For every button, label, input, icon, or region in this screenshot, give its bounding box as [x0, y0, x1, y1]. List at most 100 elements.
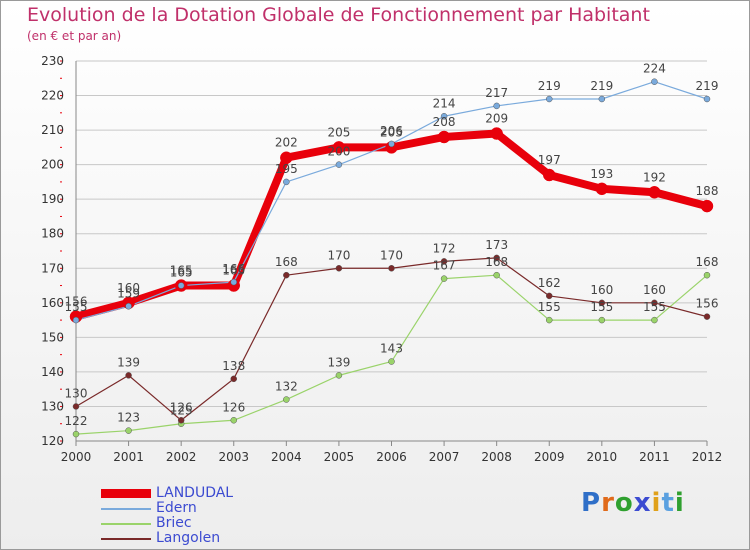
data-label-langolen: 156 — [696, 297, 719, 311]
x-tick-label: 2009 — [534, 450, 565, 464]
logo-letter: x — [633, 488, 652, 518]
proxiti-logo: Proxiti — [581, 488, 685, 518]
data-label-edern: 217 — [485, 86, 508, 100]
data-point-edern — [177, 282, 185, 289]
y-tick-label: 170 — [41, 261, 64, 275]
data-point-langolen — [440, 258, 448, 265]
data-label-landudal: 209 — [485, 112, 508, 126]
data-label-briec: 125 — [170, 404, 193, 418]
x-tick-label: 2010 — [587, 450, 618, 464]
data-point-briec — [230, 417, 237, 424]
data-point-briec — [651, 316, 658, 324]
data-label-briec: 122 — [65, 414, 88, 428]
data-point-edern — [72, 316, 80, 324]
data-label-edern: 200 — [327, 145, 350, 159]
data-point-landudal — [437, 130, 451, 144]
line-chart: 1201301401501601701801902002102202302000… — [41, 54, 723, 464]
data-label-langolen: 160 — [643, 283, 666, 297]
y-tick-label: 210 — [41, 123, 64, 137]
data-point-landudal — [280, 151, 293, 164]
y-tick-label: 160 — [41, 296, 64, 310]
data-label-langolen: 130 — [65, 386, 88, 400]
logo-letter: r — [601, 488, 615, 518]
data-label-langolen: 173 — [485, 238, 508, 252]
data-label-briec: 168 — [696, 255, 719, 269]
data-label-landudal: 188 — [696, 184, 719, 198]
data-point-briec — [335, 372, 343, 379]
data-point-edern — [546, 95, 553, 103]
x-tick-label: 2006 — [376, 450, 407, 464]
y-tick-label: 180 — [41, 227, 64, 241]
data-point-landudal — [595, 182, 609, 196]
data-label-landudal: 193 — [590, 167, 613, 181]
data-point-edern — [440, 113, 448, 120]
data-point-briec — [125, 427, 132, 434]
data-label-edern: 166 — [222, 262, 245, 276]
legend-swatch — [101, 489, 151, 498]
data-label-briec: 167 — [433, 259, 456, 273]
data-label-edern: 224 — [643, 62, 666, 76]
y-tick-label: 130 — [41, 399, 64, 413]
data-point-langolen — [177, 417, 185, 424]
data-point-langolen — [598, 299, 606, 307]
data-point-briec — [546, 316, 553, 324]
chart-title: Evolution de la Dotation Globale de Fonc… — [27, 4, 650, 26]
y-tick-label: 120 — [41, 434, 64, 448]
chart-subtitle: (en € et par an) — [27, 29, 122, 43]
data-label-landudal: 160 — [117, 281, 140, 295]
data-point-edern — [125, 303, 132, 310]
x-tick-label: 2000 — [61, 450, 92, 464]
data-label-edern: 219 — [696, 79, 719, 93]
data-point-briec — [283, 396, 290, 403]
data-point-edern — [335, 161, 343, 168]
data-point-edern — [598, 95, 606, 103]
data-label-briec: 155 — [643, 300, 666, 314]
data-label-edern: 206 — [380, 124, 403, 138]
logo-letter: t — [661, 488, 675, 518]
data-point-langolen — [651, 299, 658, 307]
data-point-landudal — [332, 141, 346, 154]
legend-swatch — [101, 507, 151, 510]
x-tick-label: 2012 — [692, 450, 723, 464]
data-point-langolen — [72, 403, 80, 410]
data-label-edern: 165 — [170, 266, 193, 280]
data-point-briec — [440, 275, 448, 282]
y-tick-label: 190 — [41, 192, 64, 206]
data-label-landudal: 202 — [275, 136, 298, 150]
data-point-briec — [598, 316, 606, 324]
data-label-langolen: 170 — [327, 248, 350, 262]
data-label-landudal: 192 — [643, 170, 666, 184]
data-label-landudal: 205 — [380, 125, 403, 139]
data-label-landudal: 205 — [327, 125, 350, 139]
data-point-edern — [230, 278, 237, 286]
data-label-edern: 219 — [590, 79, 613, 93]
data-point-edern — [493, 102, 500, 110]
x-tick-label: 2008 — [481, 450, 512, 464]
y-tick-label: 230 — [41, 54, 64, 68]
data-point-langolen — [388, 265, 395, 272]
data-point-langolen — [493, 254, 500, 262]
data-point-briec — [703, 271, 711, 279]
data-point-edern — [388, 140, 395, 148]
data-point-edern — [703, 95, 711, 103]
logo-letter: i — [651, 488, 662, 518]
data-label-landudal: 208 — [433, 115, 456, 129]
data-point-langolen — [230, 375, 237, 383]
x-tick-label: 2005 — [324, 450, 355, 464]
data-point-briec — [493, 271, 500, 279]
y-tick-label: 140 — [41, 365, 64, 379]
data-label-edern: 195 — [275, 162, 298, 176]
data-point-langolen — [125, 372, 132, 379]
data-point-landudal — [490, 127, 503, 140]
data-label-briec: 126 — [222, 400, 245, 414]
data-label-langolen: 170 — [380, 248, 403, 262]
data-label-landudal: 197 — [538, 153, 561, 167]
data-point-landudal — [648, 186, 661, 199]
data-label-landudal: 165 — [170, 264, 193, 278]
y-tick-label: 220 — [41, 89, 64, 103]
x-tick-label: 2004 — [271, 450, 302, 464]
data-label-langolen: 172 — [433, 241, 456, 255]
x-tick-label: 2002 — [166, 450, 197, 464]
data-label-langolen: 126 — [170, 400, 193, 414]
